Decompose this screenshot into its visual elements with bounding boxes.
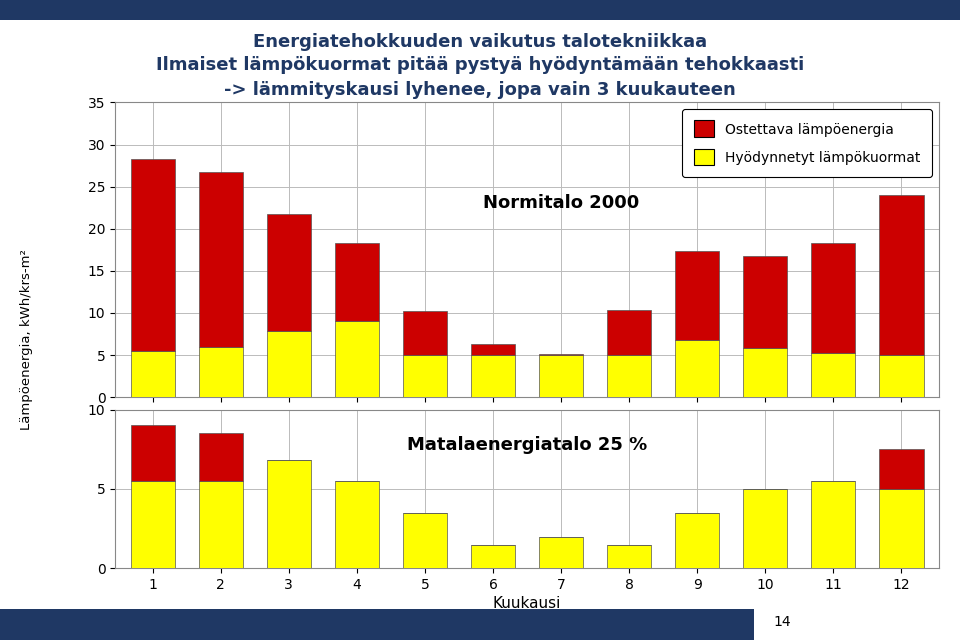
Bar <box>607 310 651 355</box>
Bar <box>403 355 447 397</box>
Bar <box>335 243 379 321</box>
Legend: Ostettava lämpöenergia, Hyödynnetyt lämpökuormat: Ostettava lämpöenergia, Hyödynnetyt lämp… <box>683 109 932 177</box>
Bar <box>675 252 719 340</box>
Text: 14: 14 <box>774 615 791 629</box>
Bar <box>607 355 651 397</box>
Bar <box>539 536 583 568</box>
Bar <box>335 481 379 568</box>
Bar <box>539 354 583 355</box>
Text: Matalaenergiatalo 25 %: Matalaenergiatalo 25 % <box>407 436 647 454</box>
X-axis label: Kuukausi: Kuukausi <box>492 596 562 611</box>
Bar <box>267 214 311 332</box>
Bar <box>811 481 855 568</box>
Bar <box>199 481 243 568</box>
Bar <box>607 545 651 568</box>
Text: -> lämmityskausi lyhenee, jopa vain 3 kuukauteen: -> lämmityskausi lyhenee, jopa vain 3 ku… <box>224 81 736 99</box>
Bar <box>199 433 243 481</box>
Bar <box>743 255 787 348</box>
Bar <box>131 351 175 397</box>
Bar <box>879 355 924 397</box>
Text: Ilmaiset lämpökuormat pitää pystyä hyödyntämään tehokkaasti: Ilmaiset lämpökuormat pitää pystyä hyödy… <box>156 56 804 74</box>
Bar <box>131 481 175 568</box>
Bar <box>470 545 516 568</box>
Bar <box>539 355 583 397</box>
Bar <box>675 513 719 568</box>
Bar <box>267 460 311 568</box>
Text: Normitalo 2000: Normitalo 2000 <box>483 195 639 212</box>
Bar <box>811 353 855 397</box>
Bar <box>403 311 447 355</box>
Bar <box>879 449 924 489</box>
Bar <box>879 195 924 355</box>
Bar <box>470 344 516 355</box>
Bar <box>131 159 175 351</box>
Bar <box>811 243 855 353</box>
Bar <box>199 172 243 347</box>
Bar <box>675 340 719 397</box>
Bar <box>743 489 787 568</box>
Text: Lämpöenergia, kWh/krs-m²: Lämpöenergia, kWh/krs-m² <box>20 249 34 429</box>
Bar <box>131 426 175 481</box>
Bar <box>879 489 924 568</box>
Bar <box>470 355 516 397</box>
Bar <box>403 513 447 568</box>
Bar <box>335 321 379 397</box>
Bar <box>199 347 243 397</box>
Text: Energiatehokkuuden vaikutus talotekniikkaa: Energiatehokkuuden vaikutus talotekniikk… <box>252 33 708 51</box>
Bar <box>743 348 787 397</box>
Bar <box>267 332 311 397</box>
